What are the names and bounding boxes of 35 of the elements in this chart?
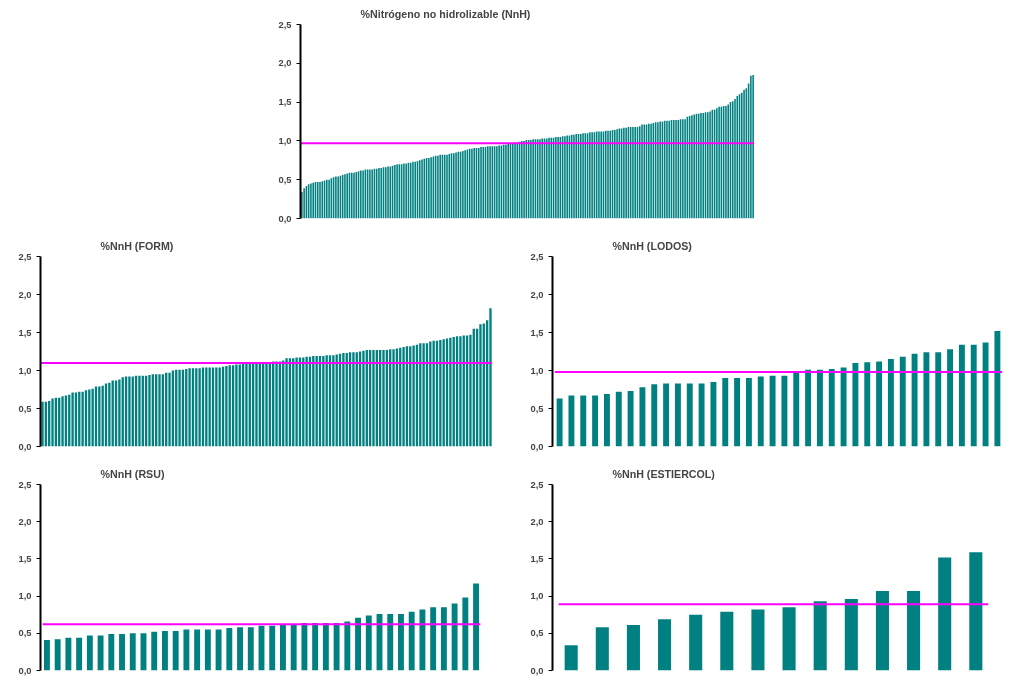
y-tick-label: 1,5 <box>18 553 32 564</box>
y-tick-label: 2,5 <box>530 251 544 262</box>
y-tick-label: 1,5 <box>530 327 544 338</box>
y-tick-label: 2,0 <box>18 516 32 527</box>
y-tick-label: 0,5 <box>278 174 292 185</box>
y-tick-label: 0,5 <box>530 403 544 414</box>
y-tick-label: 0,5 <box>18 403 32 414</box>
y-tick-label: 0,0 <box>18 441 32 452</box>
chart-title: %NnH (ESTIERCOL) <box>612 467 716 480</box>
y-tick-label: 2,0 <box>530 289 544 300</box>
chart-title: %NnH (LODOS) <box>612 239 693 252</box>
y-tick-label: 1,5 <box>278 97 292 108</box>
y-tick-label: 1,0 <box>278 135 292 146</box>
y-tick-label: 2,5 <box>18 251 32 262</box>
y-tick-label: 0,0 <box>278 213 292 224</box>
y-tick-label: 1,0 <box>530 365 544 376</box>
y-tick-label: 2,0 <box>278 58 292 69</box>
y-tick-label: 2,5 <box>530 479 544 490</box>
y-tick-label: 0,5 <box>18 628 32 639</box>
y-tick-label: 2,5 <box>18 479 32 490</box>
y-tick-label: 0,0 <box>530 665 544 676</box>
y-tick-label: 2,5 <box>278 19 292 30</box>
y-tick-label: 0,0 <box>18 665 32 676</box>
y-tick-label: 0,5 <box>530 628 544 639</box>
chart-title: %NnH (RSU) <box>100 467 165 480</box>
y-tick-label: 2,0 <box>530 516 544 527</box>
y-tick-label: 1,0 <box>18 591 32 602</box>
y-tick-label: 2,0 <box>18 289 32 300</box>
y-tick-label: 1,5 <box>530 553 544 564</box>
y-tick-label: 1,5 <box>18 327 32 338</box>
chart-title: %Nitrógeno no hidrolizable (NnH) <box>360 7 531 20</box>
y-tick-label: 0,0 <box>530 441 544 452</box>
y-tick-label: 1,0 <box>18 365 32 376</box>
y-tick-label: 1,0 <box>530 591 544 602</box>
chart-title: %NnH (FORM) <box>100 239 174 252</box>
